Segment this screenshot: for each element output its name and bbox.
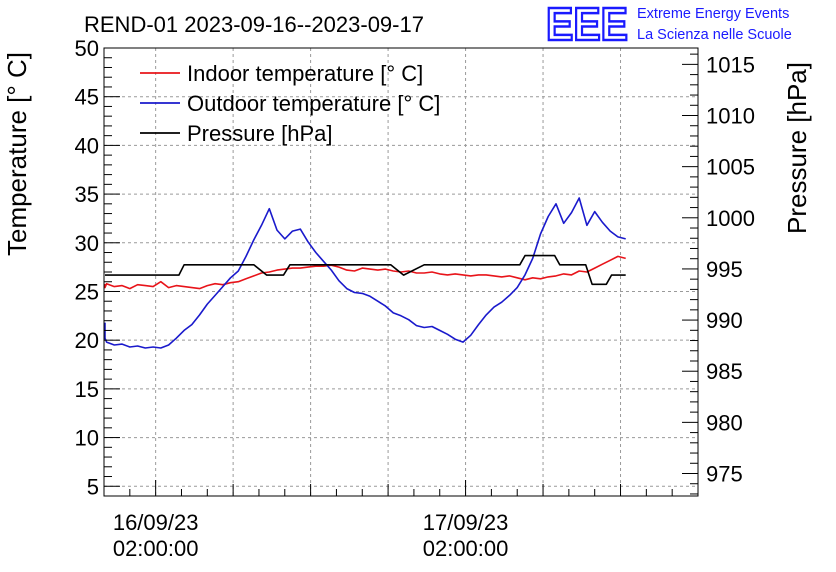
x-tick-label-date: 17/09/23 [423,510,509,535]
eee-logo-text: EEE [546,0,628,50]
x-tick-label: 16/09/23 02:00:00 [113,510,199,561]
y2-axis-label: Pressure [hPa] [782,62,812,234]
y2-tick-label: 1015 [706,52,755,77]
y-tick-label: 35 [75,182,99,207]
y2-tick-label: 985 [706,359,743,384]
tick-labels: 5101520253035404550975980985990995100010… [75,36,755,561]
series-line-pressure [105,254,626,286]
y2-tick-label: 1000 [706,206,755,231]
y2-tick-label: 980 [706,410,743,435]
y-tick-label: 20 [75,328,99,353]
org-name-line2: La Scienza nelle Scuole [637,27,792,43]
y2-tick-label: 995 [706,257,743,282]
y2-tick-label: 975 [706,461,743,486]
y2-tick-label: 1010 [706,104,755,129]
y-tick-label: 30 [75,231,99,256]
axes [103,47,699,497]
org-name-line1: Extreme Energy Events [637,6,789,22]
legend-label-pressure: Pressure [hPa] [187,121,333,146]
grid-lines [104,48,698,496]
y-tick-label: 50 [75,36,99,61]
x-tick-label-time: 02:00:00 [113,536,199,561]
series-line-outdoor [104,197,626,349]
y-tick-label: 5 [87,474,99,499]
y-tick-label: 25 [75,279,99,304]
x-tick-label: 17/09/23 02:00:00 [423,510,509,561]
y2-tick-label: 1005 [706,155,755,180]
series-line-indoor [104,255,626,290]
y-tick-label: 15 [75,377,99,402]
y2-tick-label: 990 [706,308,743,333]
y-tick-label: 45 [75,85,99,110]
legend-label-indoor: Indoor temperature [° C] [187,61,423,86]
y-tick-label: 10 [75,426,99,451]
legend: Indoor temperature [° C] Outdoor temperat… [140,61,440,146]
legend-label-outdoor: Outdoor temperature [° C] [187,91,440,116]
chart-title: REND-01 2023-09-16--2023-09-17 [84,12,424,37]
y-tick-label: 40 [75,133,99,158]
x-tick-label-date: 16/09/23 [113,510,199,535]
series-lines [104,197,626,349]
y-axis-label: Temperature [° C] [2,52,32,256]
x-tick-label-time: 02:00:00 [423,536,509,561]
